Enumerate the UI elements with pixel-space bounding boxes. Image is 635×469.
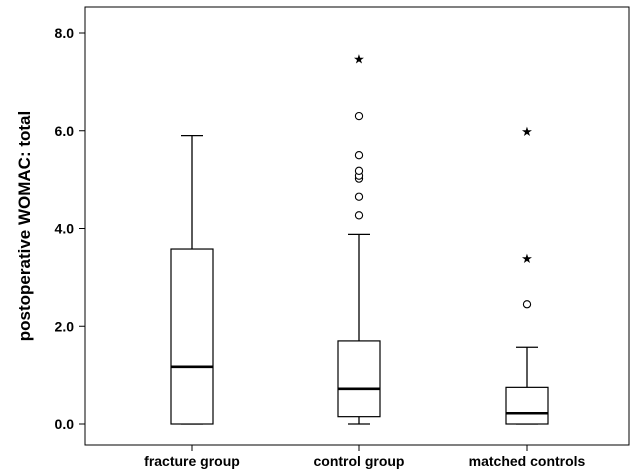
box-group: ★: [337, 52, 381, 425]
iqr-box: [170, 248, 214, 425]
y-tick-label: 8.0: [55, 25, 75, 41]
x-category-label: control group: [314, 453, 405, 469]
y-tick-label: 6.0: [55, 123, 75, 139]
plot-frame: [84, 6, 630, 446]
outlier-point: [354, 111, 364, 121]
box-group: ★★: [505, 125, 549, 425]
y-tick-label: 0.0: [55, 416, 75, 432]
iqr-box: [505, 386, 549, 425]
x-category-label: matched controls: [469, 453, 586, 469]
outlier-point: [354, 151, 364, 160]
iqr-box: [337, 340, 381, 418]
extreme-point: ★: [353, 52, 365, 67]
y-tick-label: 4.0: [55, 221, 75, 237]
outlier-point: [354, 166, 364, 175]
outlier-point: [354, 211, 364, 220]
y-tick-label: 2.0: [55, 318, 75, 334]
outlier-point: [354, 192, 364, 201]
box-group: [170, 134, 214, 425]
extreme-point: ★: [521, 252, 533, 267]
outlier-point: [522, 300, 532, 309]
y-axis-title: postoperative WOMAC: total: [15, 111, 34, 341]
x-category-label: fracture group: [144, 453, 240, 469]
extreme-point: ★: [521, 125, 533, 140]
